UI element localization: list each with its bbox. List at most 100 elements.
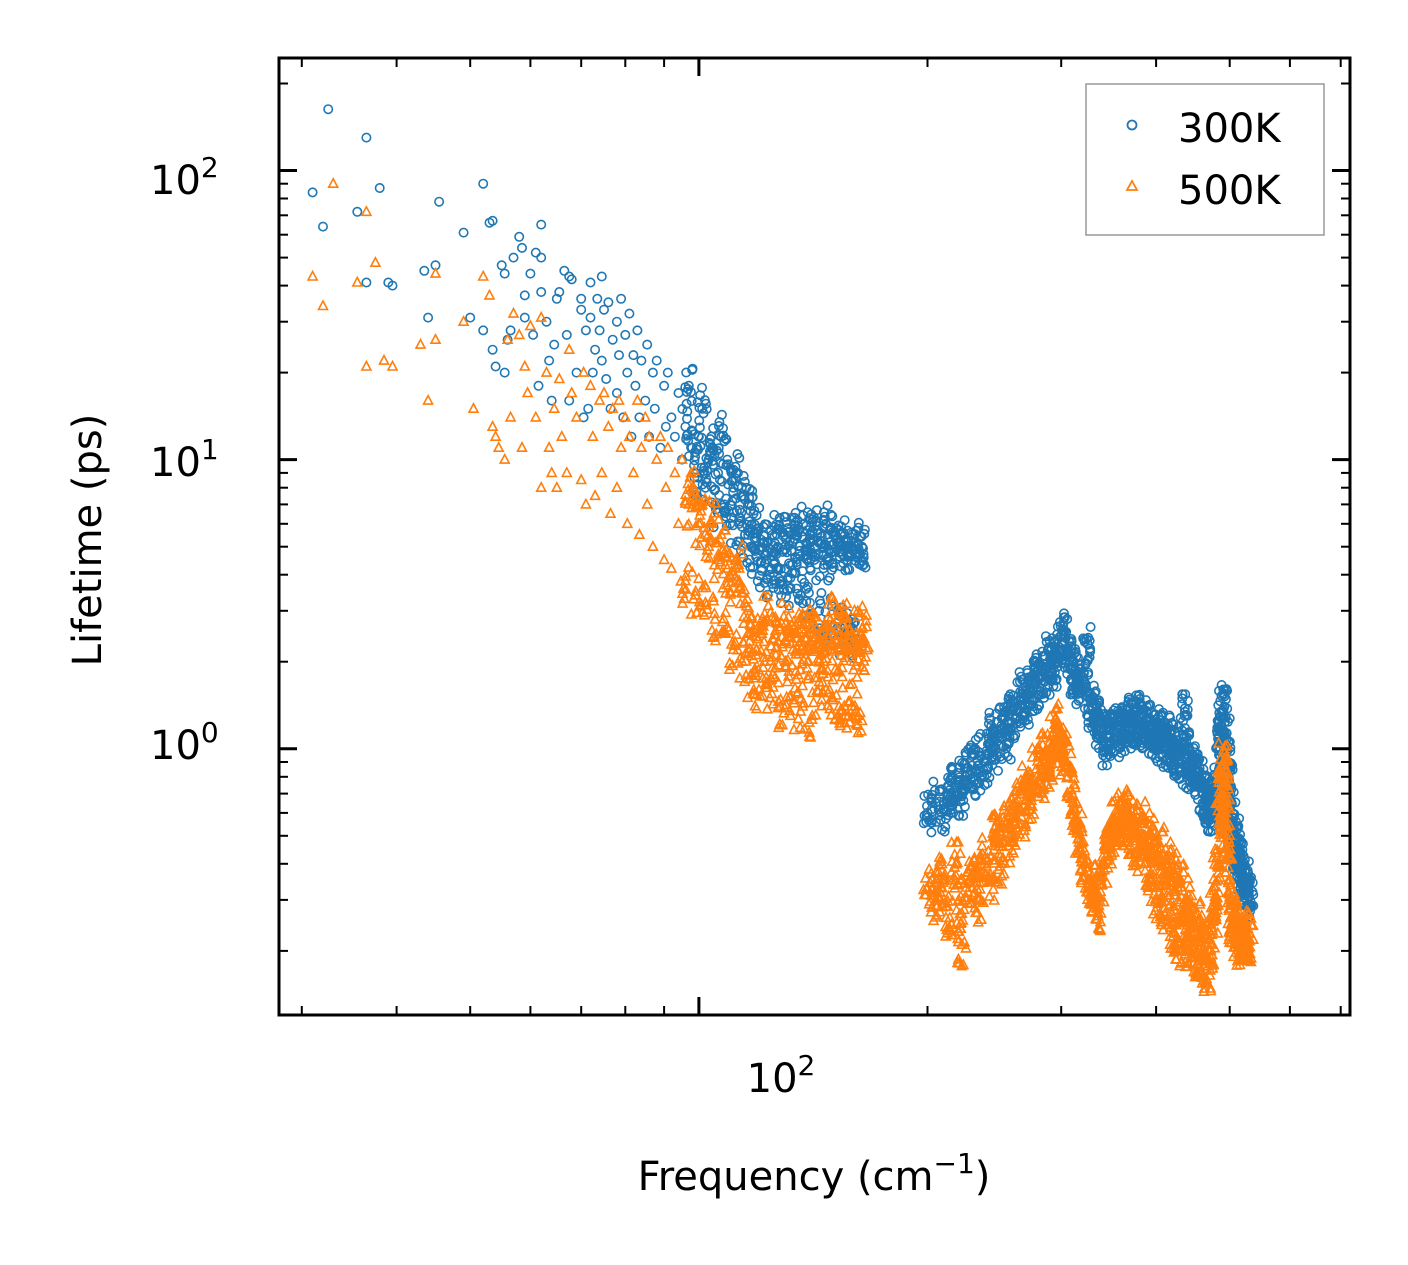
data-point-300K-cluster — [1185, 777, 1196, 788]
data-point-500K-cluster — [954, 846, 967, 859]
data-point-500K — [606, 401, 619, 414]
data-point-500K-cluster — [719, 558, 732, 570]
data-point-500K-cluster — [686, 565, 699, 577]
data-point-300K-cluster — [728, 487, 739, 498]
data-point-300K-cluster — [1053, 645, 1064, 656]
data-point-300K-cluster — [1057, 655, 1068, 666]
data-point-500K-cluster — [1169, 915, 1181, 927]
data-point-300K-cluster — [954, 810, 965, 821]
data-point-500K-cluster — [816, 661, 828, 673]
data-point-300K-cluster — [805, 530, 816, 541]
data-point-300K-cluster — [826, 565, 837, 576]
data-point-500K — [658, 553, 670, 565]
data-point-500K-cluster — [1129, 819, 1141, 831]
data-point-300K-cluster — [1005, 754, 1016, 765]
data-point-300K — [647, 367, 658, 378]
data-point-500K-cluster — [704, 515, 716, 527]
data-point-300K-cluster — [1029, 679, 1040, 690]
data-point-300K — [636, 355, 647, 366]
data-point-500K-cluster — [798, 722, 811, 734]
data-point-500K-cluster — [737, 616, 750, 629]
data-point-500K-cluster — [690, 519, 702, 531]
data-point-300K — [546, 395, 557, 406]
data-point-500K-cluster — [766, 687, 778, 699]
data-point-300K-cluster — [1085, 643, 1096, 654]
data-point-500K — [584, 379, 597, 391]
data-point-500K-cluster — [803, 725, 816, 737]
data-point-500K-cluster — [1069, 816, 1081, 828]
tick-layer — [279, 58, 1350, 1015]
data-point-500K-cluster — [694, 516, 707, 528]
data-point-300K — [525, 268, 536, 279]
data-point-500K-cluster — [1134, 841, 1146, 853]
data-point-500K — [593, 393, 606, 405]
data-point-300K-cluster — [1135, 699, 1146, 710]
data-point-300K-cluster — [695, 390, 706, 401]
data-point-500K-cluster — [742, 601, 755, 613]
data-point-500K — [545, 466, 558, 478]
data-point-500K-cluster — [1195, 909, 1208, 921]
data-point-300K — [361, 132, 372, 143]
data-point-300K-cluster — [859, 524, 870, 535]
data-point-300K — [587, 367, 598, 378]
data-point-500K — [540, 365, 553, 377]
data-point-300K-cluster — [1165, 741, 1176, 752]
data-point-500K-cluster — [822, 597, 835, 609]
data-point-500K-cluster — [1088, 859, 1101, 871]
data-point-500K-cluster — [1068, 777, 1081, 790]
data-point-300K-cluster — [975, 767, 986, 778]
data-point-500K-cluster — [1013, 827, 1026, 839]
data-point-500K-cluster — [769, 628, 781, 640]
data-point-500K-cluster — [719, 606, 732, 618]
data-point-500K-cluster — [1170, 875, 1182, 887]
data-point-500K — [635, 440, 648, 453]
data-point-500K-cluster — [761, 702, 774, 714]
data-point-300K — [508, 252, 519, 263]
data-point-500K-cluster — [1105, 848, 1118, 860]
data-point-300K-cluster — [682, 406, 693, 417]
data-point-300K — [592, 293, 603, 304]
data-point-500K-cluster — [1230, 958, 1243, 970]
data-point-500K-cluster — [1211, 891, 1224, 903]
data-point-300K — [624, 308, 635, 319]
data-point-500K — [669, 466, 681, 478]
data-point-300K-cluster — [749, 505, 760, 516]
data-point-500K-cluster — [813, 654, 826, 666]
data-point-500K-cluster — [735, 547, 748, 559]
data-point-300K — [611, 316, 622, 327]
data-point-500K — [555, 429, 568, 442]
data-point-300K — [598, 304, 609, 315]
data-point-500K-cluster — [781, 653, 794, 665]
data-point-500K — [580, 497, 592, 509]
data-point-500K-cluster — [715, 550, 727, 562]
data-point-500K-cluster — [840, 721, 853, 733]
data-point-300K — [596, 355, 607, 366]
data-point-500K — [604, 506, 617, 519]
data-point-500K-cluster — [1005, 805, 1018, 817]
data-point-500K-cluster — [1044, 710, 1056, 722]
data-point-500K-cluster — [975, 912, 988, 925]
data-point-500K-cluster — [794, 721, 807, 733]
data-point-500K-cluster — [1086, 878, 1099, 890]
data-point-500K-cluster — [1036, 726, 1049, 738]
data-point-500K-cluster — [1157, 878, 1169, 891]
data-point-500K-cluster — [738, 609, 750, 622]
data-point-500K-cluster — [784, 637, 797, 649]
data-point-300K-cluster — [1181, 737, 1192, 748]
data-point-300K — [458, 227, 469, 238]
data-point-500K-cluster — [794, 663, 807, 675]
data-point-500K-cluster — [1144, 825, 1157, 837]
data-point-300K-cluster — [1003, 738, 1014, 749]
data-point-500K-cluster — [840, 596, 853, 609]
data-point-500K-cluster — [1078, 870, 1091, 882]
data-point-500K-cluster — [1169, 952, 1182, 964]
data-point-300K — [434, 196, 445, 207]
data-point-500K-cluster — [844, 694, 856, 706]
data-point-500K-cluster — [787, 615, 800, 627]
data-point-500K-cluster — [790, 672, 803, 684]
data-point-500K-cluster — [1219, 761, 1232, 773]
data-point-500K-cluster — [854, 706, 867, 718]
data-point-500K-cluster — [852, 726, 864, 738]
data-point-500K-cluster — [1051, 729, 1064, 741]
data-point-500K-cluster — [952, 952, 965, 964]
